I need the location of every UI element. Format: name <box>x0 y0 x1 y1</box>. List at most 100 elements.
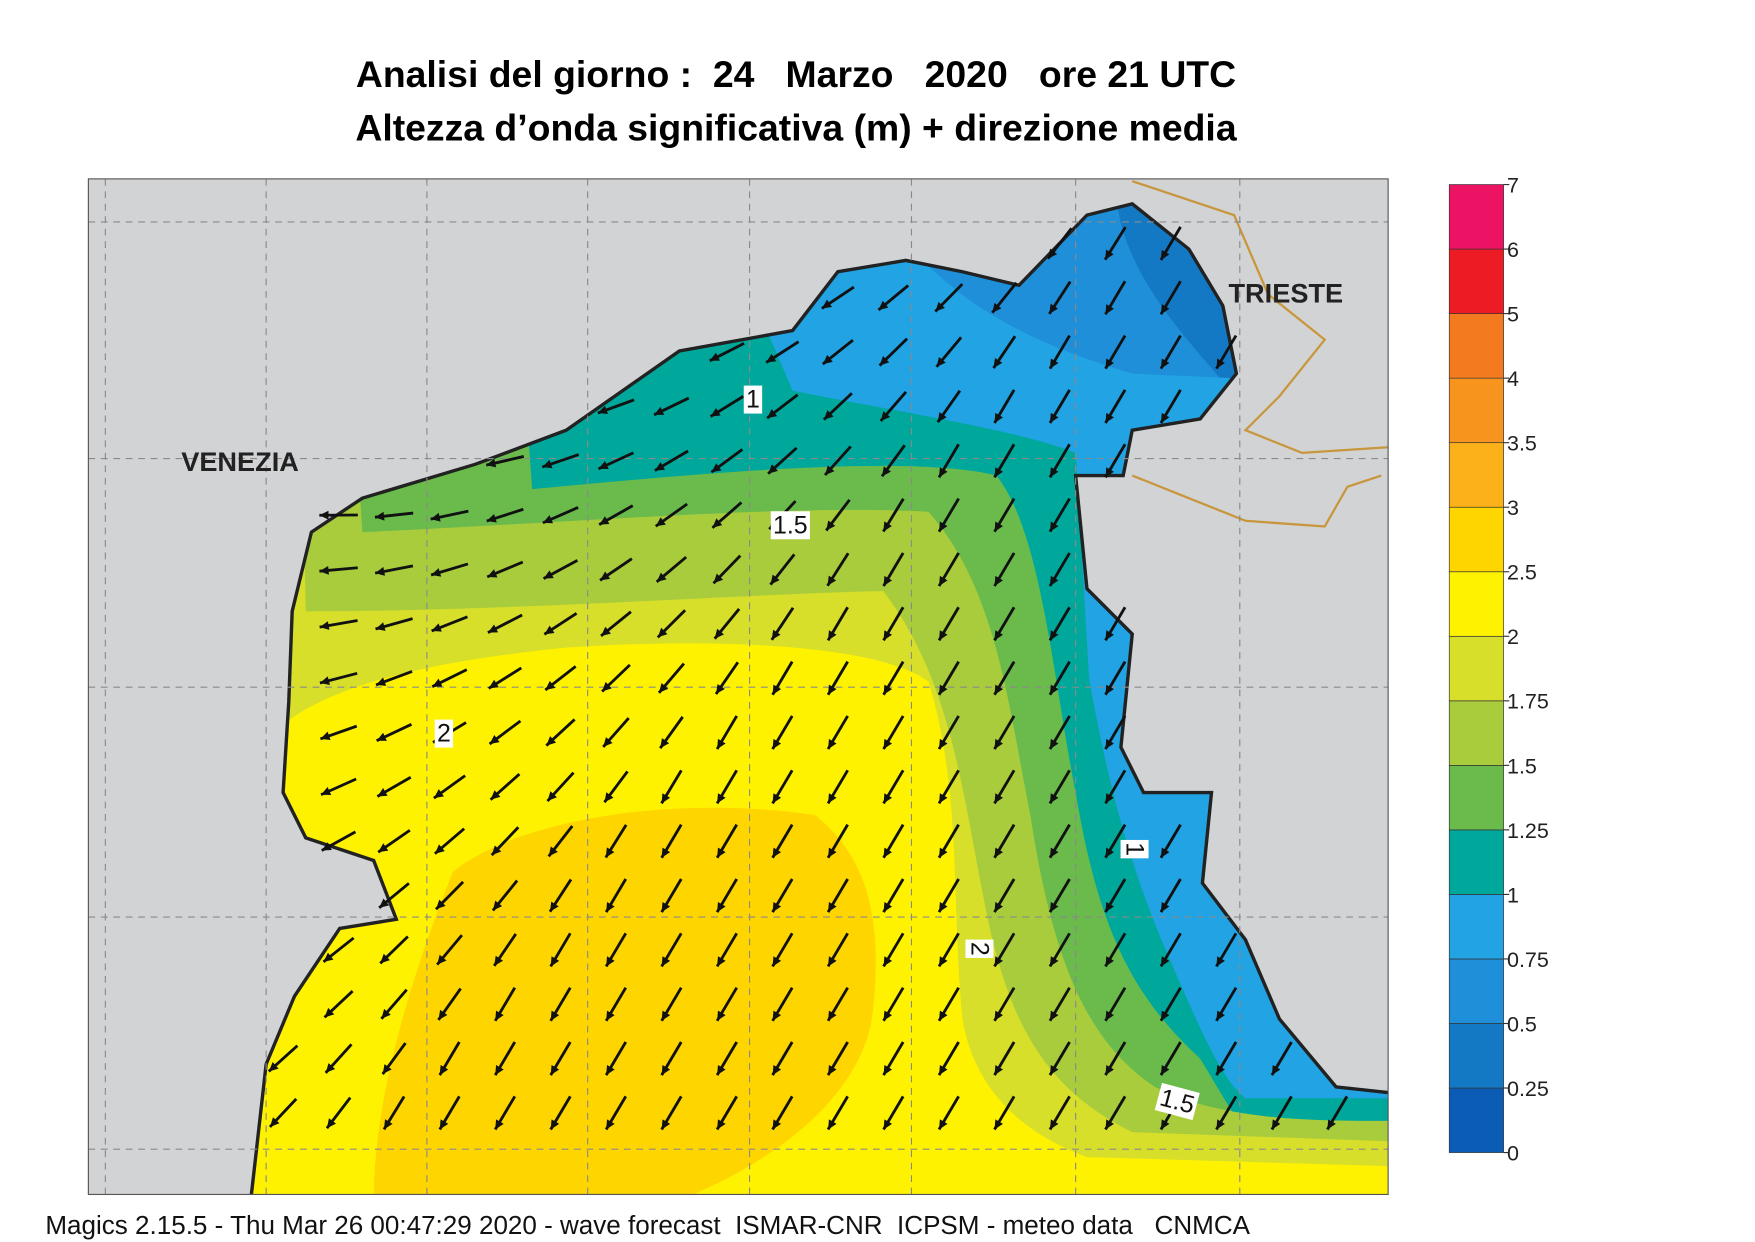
arrow-head <box>994 412 1003 424</box>
arrow-head <box>828 793 837 804</box>
arrow-head <box>883 684 893 695</box>
contour-label-bg <box>434 719 454 748</box>
arrow-head <box>772 738 782 750</box>
arrow-head <box>709 352 720 361</box>
arrow-head <box>772 847 782 858</box>
arrow-head <box>1160 1065 1170 1076</box>
arrow-head <box>1049 521 1059 532</box>
arrow-head <box>438 1009 448 1020</box>
arrow-head <box>994 684 1003 695</box>
arrow-head <box>1049 738 1059 750</box>
arrow-head <box>658 682 669 693</box>
arrow-head <box>827 575 837 586</box>
arrow-head <box>939 1065 948 1076</box>
arrow-head <box>376 732 387 741</box>
contour-label: 1.5 <box>770 511 810 540</box>
arrow-head <box>1271 1119 1281 1130</box>
arrow-head <box>828 738 837 750</box>
arrow-head <box>1216 1065 1225 1076</box>
arrow-head <box>717 1119 726 1130</box>
arrow-head <box>542 515 554 524</box>
arrow-head <box>1105 358 1114 369</box>
arrow-head <box>606 956 615 967</box>
arrow-head <box>883 521 892 532</box>
colorbar-label: 7 <box>1507 173 1519 197</box>
arrow-head <box>828 630 837 641</box>
arrow-head <box>879 355 890 366</box>
contour-label: 1 <box>1120 839 1149 859</box>
arrow-head <box>654 406 665 415</box>
arrow-head <box>321 842 332 851</box>
contour-label-bg <box>965 939 994 958</box>
arrow-head <box>439 1065 449 1076</box>
arrow-head <box>1105 249 1114 260</box>
contour-label-bg <box>1120 839 1149 859</box>
arrow-head <box>772 793 782 804</box>
colorbar-swatch <box>1448 571 1504 637</box>
arrow-head <box>883 1119 893 1130</box>
arrow-head <box>660 738 670 749</box>
arrow-head <box>606 1065 615 1076</box>
arrow-head <box>767 409 778 419</box>
arrow-head <box>935 301 945 312</box>
arrow-head <box>654 462 666 471</box>
arrow-head <box>599 516 610 525</box>
arrow-head <box>1049 1010 1059 1021</box>
arrow-head <box>939 467 948 478</box>
colorbar-label: 1.5 <box>1507 754 1537 778</box>
arrow-head <box>939 847 948 858</box>
arrow-head <box>1048 248 1058 259</box>
contour-label-bg <box>770 511 810 540</box>
arrow-head <box>600 571 611 581</box>
arrow-head <box>1105 901 1114 913</box>
colorbar-label: 3.5 <box>1507 432 1537 456</box>
arrow-head <box>374 511 385 521</box>
arrow-head <box>376 677 387 686</box>
arrow-head <box>994 1119 1003 1130</box>
arrow-head <box>550 1065 560 1076</box>
arrow-head <box>661 956 671 967</box>
arrow-head <box>823 410 834 420</box>
arrow-head <box>657 627 668 638</box>
arrow-head <box>772 1065 782 1076</box>
arrow-head <box>717 847 726 858</box>
place-label: TRIESTE <box>1228 277 1343 308</box>
arrow-head <box>382 1064 392 1075</box>
contour-label: 2 <box>434 719 454 748</box>
contour-label: 1 <box>743 385 763 414</box>
arrow-head <box>939 956 948 967</box>
arrow-head <box>550 956 560 967</box>
arrow-head <box>319 676 330 686</box>
arrow-head <box>321 786 332 796</box>
arrow-head <box>994 901 1003 913</box>
arrow-head <box>431 623 442 632</box>
colorbar-swatch <box>1448 1087 1504 1153</box>
arrow-head <box>828 1010 837 1021</box>
arrow-head <box>319 621 330 630</box>
arrow-head <box>597 405 609 415</box>
arrow-head <box>383 1119 393 1130</box>
arrow-head <box>937 412 947 423</box>
arrow-head <box>939 793 948 804</box>
arrow-head <box>994 847 1003 858</box>
arrow-head <box>661 901 671 913</box>
arrow-head <box>712 518 723 528</box>
colorbar-label: 1 <box>1507 883 1519 907</box>
colorbar-swatch <box>1448 829 1504 895</box>
arrow-head <box>379 898 390 908</box>
arrow-head <box>375 567 386 576</box>
title-line: Altezza d’onda significativa (m) + direz… <box>355 106 1237 148</box>
arrow-head <box>828 901 837 913</box>
arrow-head <box>883 901 893 913</box>
colorbar-label: 3 <box>1507 496 1519 520</box>
colorbar-swatch <box>1448 635 1504 702</box>
arrow-head <box>994 521 1003 532</box>
arrow-head <box>378 843 389 853</box>
arrow-head <box>495 1119 504 1130</box>
arrow-head <box>543 570 554 579</box>
arrow-head <box>1049 303 1059 314</box>
colorbar-label: 0.5 <box>1507 1012 1537 1036</box>
arrow-head <box>1049 901 1059 913</box>
arrow-head <box>828 684 837 695</box>
